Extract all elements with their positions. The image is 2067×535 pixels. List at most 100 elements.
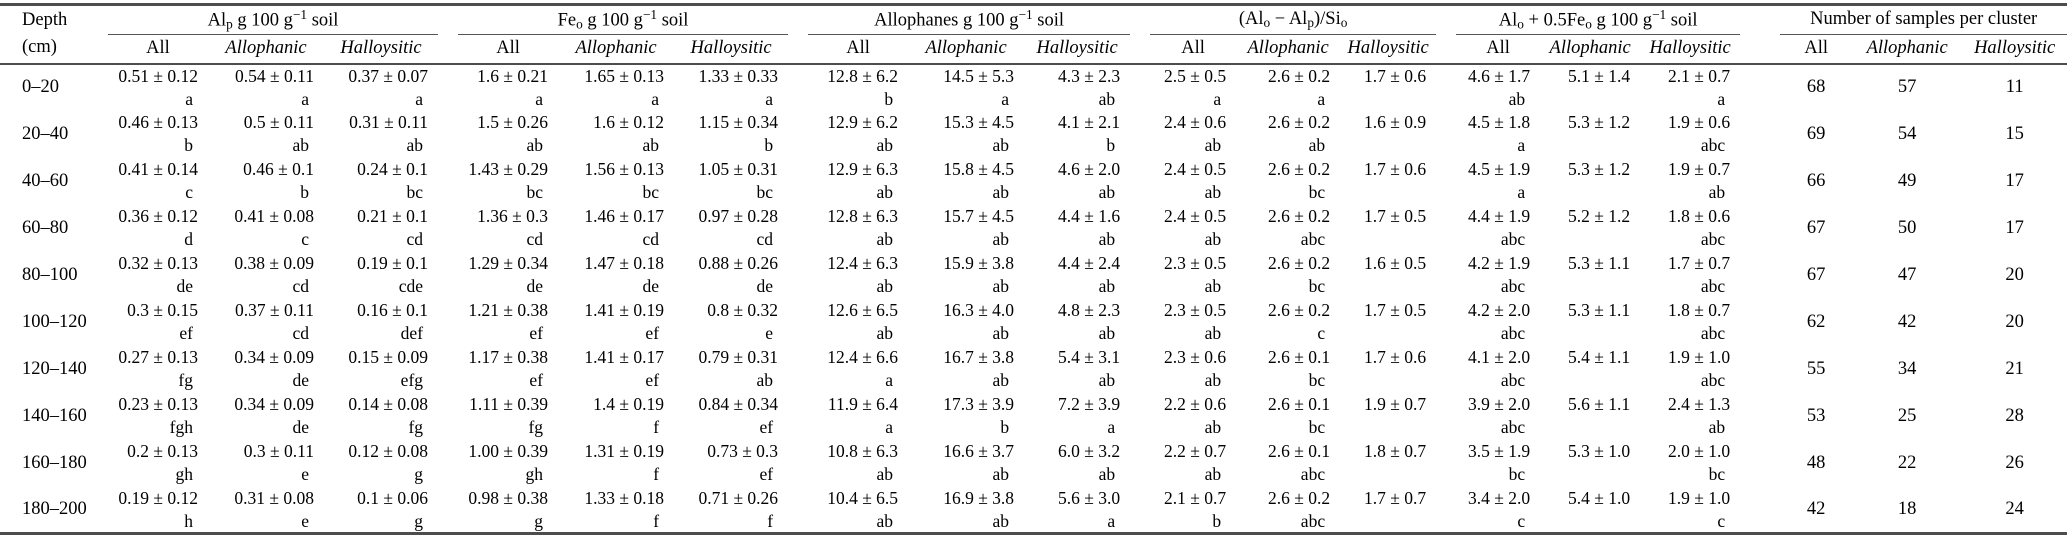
cell-value: 2.6 ± 0.2 — [1267, 487, 1331, 508]
header-text: g 100 g — [582, 10, 643, 31]
significance-letter: gh — [525, 463, 544, 484]
sub-text: o — [1340, 14, 1348, 30]
cell-allophanes-halloysitic: 4.4 ± 1.6 ab — [1024, 205, 1130, 252]
sub-text: p — [1307, 14, 1314, 30]
cell-value: 4.1 ± 2.1 — [1057, 111, 1121, 132]
group-header-alp: Alp g 100 g−1 soil — [108, 4, 439, 35]
cell-feo-all: 1.17 ± 0.38 ef — [458, 346, 558, 393]
cell-value: 4.6 ± 1.7 — [1468, 65, 1531, 86]
significance-letter: ab — [1708, 416, 1726, 437]
significance-letter: ab — [876, 181, 894, 202]
table-row: 20–40 0.46 ± 0.13 b 0.5 ± 0.11 ab 0.31 ± 0.11… — [0, 111, 2067, 158]
significance-letter: ab — [756, 369, 774, 390]
cell-value: 1.43 ± 0.29 — [468, 158, 549, 179]
cell-alp-halloysitic: 0.21 ± 0.1 cd — [324, 205, 438, 252]
cell-ratio-allophanic: 2.6 ± 0.1 abc — [1236, 440, 1340, 487]
cell-value: 5.6 ± 1.1 — [1568, 393, 1631, 414]
depth-cell: 180–200 — [22, 498, 87, 519]
cell-ratio-all: 2.2 ± 0.6 ab — [1150, 393, 1236, 440]
cell-value: 2.1 ± 0.7 — [1163, 487, 1227, 508]
cell-value: 1.7 ± 0.6 — [1364, 65, 1427, 86]
significance-letter: b — [184, 134, 193, 155]
table-row: 80–100 0.32 ± 0.13 de 0.38 ± 0.09 cd 0.19 ± 0… — [0, 252, 2067, 299]
depth-header-line2: (cm) — [22, 37, 57, 58]
significance-letter: ab — [1098, 322, 1116, 343]
depth-cell: 80–100 — [22, 264, 78, 285]
significance-letter: a — [301, 88, 309, 109]
significance-letter — [1340, 416, 1436, 438]
column-gap — [788, 252, 808, 299]
cell-value: 3.9 ± 2.0 — [1468, 393, 1531, 414]
column-gap — [438, 487, 458, 534]
cell-ratio-halloysitic: 1.6 ± 0.9 — [1340, 111, 1436, 158]
significance-letter: de — [642, 275, 660, 296]
depth-cell: 40–60 — [22, 170, 69, 191]
cell-value: 0.27 ± 0.13 — [118, 346, 198, 367]
cell-alofe-allophanic: 5.3 ± 1.1 — [1540, 299, 1640, 346]
significance-letter: ab — [1204, 181, 1222, 202]
cell-value: 2.2 ± 0.7 — [1163, 440, 1227, 461]
samples-allophanic: 50 — [1897, 217, 1917, 238]
significance-letter: ab — [992, 134, 1010, 155]
significance-letter: cd — [526, 228, 544, 249]
cell-value: 15.9 ± 3.8 — [943, 252, 1015, 273]
column-gap — [788, 64, 808, 111]
significance-letter: fg — [408, 416, 424, 437]
significance-letter: b — [1106, 134, 1116, 155]
subheader-ratio-allophanic: Allophanic — [1236, 34, 1341, 65]
cell-alofe-allophanic: 5.3 ± 1.2 — [1540, 111, 1640, 158]
cell-ratio-all: 2.3 ± 0.5 ab — [1150, 252, 1236, 299]
significance-letter: ab — [1204, 275, 1222, 296]
significance-letter: bc — [526, 181, 544, 202]
significance-letter: ab — [1098, 88, 1116, 109]
subheader-ratio-halloysitic: Halloysitic — [1340, 34, 1437, 65]
significance-letter: ef — [529, 369, 544, 390]
cell-alp-all: 0.3 ± 0.15 ef — [108, 299, 208, 346]
cell-ratio-allophanic: 2.6 ± 0.2 bc — [1236, 158, 1340, 205]
significance-letter: ab — [1098, 369, 1116, 390]
significance-letter: a — [885, 369, 894, 390]
significance-letter: cd — [756, 228, 774, 249]
cell-value: 2.0 ± 1.0 — [1668, 440, 1731, 461]
significance-letter: ef — [759, 463, 774, 484]
depth-cell: 20–40 — [22, 123, 69, 144]
column-gap — [1436, 346, 1456, 393]
column-gap — [788, 440, 808, 487]
cell-feo-allophanic: 1.6 ± 0.12 ab — [558, 111, 674, 158]
header-text: g 100 g — [232, 10, 293, 31]
header-text: Number of samples per cluster — [1810, 9, 2038, 29]
column-gap — [1436, 393, 1456, 440]
cell-alp-halloysitic: 0.19 ± 0.1 cde — [324, 252, 438, 299]
column-gap — [1436, 5, 1456, 35]
cell-value: 5.3 ± 1.0 — [1568, 440, 1631, 461]
samples-allophanic: 22 — [1897, 452, 1917, 473]
column-gap — [1130, 205, 1150, 252]
cell-value: 1.29 ± 0.34 — [468, 252, 549, 273]
column-gap — [1436, 34, 1457, 65]
significance-letter: fg — [528, 416, 544, 437]
significance-letter: e — [301, 510, 309, 531]
cell-ratio-halloysitic: 1.7 ± 0.6 — [1340, 64, 1436, 111]
cell-feo-allophanic: 1.56 ± 0.13 bc — [558, 158, 674, 205]
significance-letter: e — [765, 322, 774, 343]
cell-feo-all: 1.5 ± 0.26 ab — [458, 111, 558, 158]
cell-alp-all: 0.32 ± 0.13 de — [108, 252, 208, 299]
cell-value: 1.31 ± 0.19 — [584, 440, 665, 461]
significance-letter: ab — [1204, 134, 1222, 155]
table-header: Depth (cm) Alp g 100 g−1 soil Feo g 100 g−1… — [0, 4, 2067, 65]
significance-letter: ab — [876, 134, 894, 155]
cell-feo-all: 1.36 ± 0.3 cd — [458, 205, 558, 252]
cell-feo-all: 1.00 ± 0.39 gh — [458, 440, 558, 487]
cell-value: 1.33 ± 0.18 — [584, 487, 665, 508]
column-gap — [788, 487, 808, 534]
column-gap — [1740, 440, 1780, 487]
cell-value: 0.54 ± 0.11 — [235, 65, 314, 86]
significance-letter: ab — [992, 322, 1010, 343]
cell-alp-halloysitic: 0.24 ± 0.1 bc — [324, 158, 438, 205]
cell-alp-all: 0.19 ± 0.12 h — [108, 487, 208, 534]
significance-letter: abc — [1500, 416, 1526, 437]
cell-feo-all: 1.6 ± 0.21 a — [458, 64, 558, 111]
column-gap — [1130, 440, 1150, 487]
column-gap — [1740, 205, 1780, 252]
